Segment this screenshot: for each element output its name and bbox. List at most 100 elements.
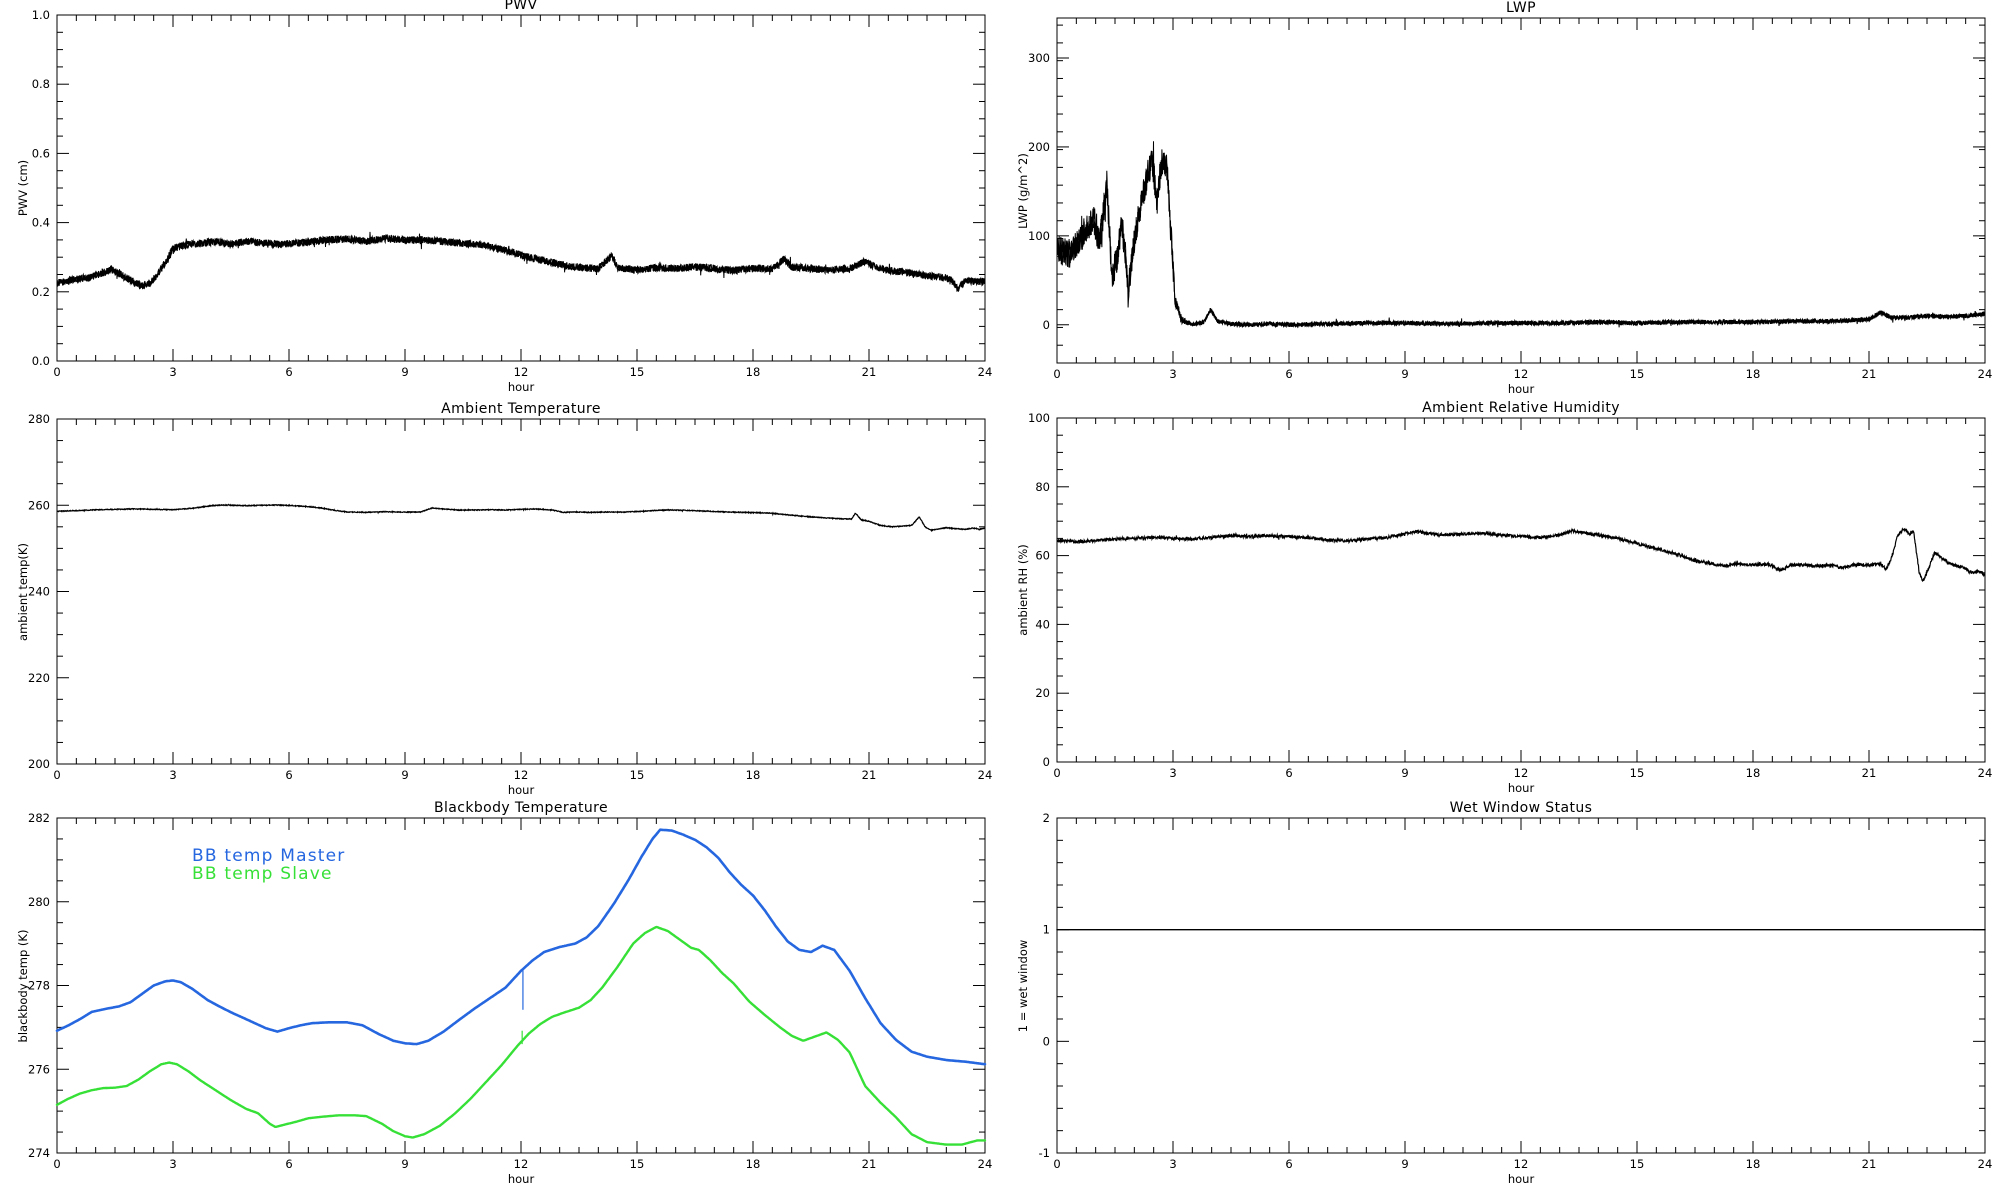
svg-text:12: 12 — [1514, 1157, 1529, 1171]
svg-text:18: 18 — [746, 365, 761, 379]
svg-text:200: 200 — [28, 757, 50, 771]
svg-text:80: 80 — [1035, 480, 1050, 494]
plot-ambient-rh-title: Ambient Relative Humidity — [1422, 400, 1620, 416]
svg-text:21: 21 — [862, 365, 877, 379]
plot-wet-window-xlabel: hour — [1507, 1172, 1535, 1186]
svg-text:24: 24 — [978, 365, 993, 379]
legend-bb-temp-master: BB temp Master — [192, 846, 346, 866]
svg-text:24: 24 — [1978, 1157, 1993, 1171]
svg-text:24: 24 — [1978, 766, 1993, 780]
svg-text:24: 24 — [1978, 367, 1993, 381]
svg-text:300: 300 — [1028, 51, 1050, 65]
svg-text:0: 0 — [53, 365, 60, 379]
svg-text:0: 0 — [1043, 1034, 1050, 1048]
legend-bb-temp-slave: BB temp Slave — [192, 864, 333, 884]
svg-text:15: 15 — [630, 365, 645, 379]
svg-text:21: 21 — [1862, 1157, 1877, 1171]
svg-text:0: 0 — [53, 1157, 60, 1171]
plot-lwp-title: LWP — [1506, 0, 1536, 16]
svg-text:240: 240 — [28, 585, 50, 599]
svg-text:9: 9 — [401, 1157, 408, 1171]
svg-text:15: 15 — [1630, 1157, 1645, 1171]
svg-text:24: 24 — [978, 768, 993, 782]
plot-lwp-ylabel: LWP (g/m^2) — [1016, 152, 1030, 229]
plot-wet-window-ylabel: 1 = wet window — [1016, 939, 1030, 1032]
plot-ambient-rh-xlabel: hour — [1507, 781, 1535, 795]
svg-text:6: 6 — [285, 768, 292, 782]
svg-text:60: 60 — [1035, 549, 1050, 563]
svg-text:18: 18 — [746, 768, 761, 782]
svg-text:12: 12 — [1514, 766, 1529, 780]
plot-pwv-ylabel: PWV (cm) — [16, 159, 30, 217]
svg-text:21: 21 — [1862, 766, 1877, 780]
svg-text:9: 9 — [401, 365, 408, 379]
svg-text:0.2: 0.2 — [32, 285, 50, 299]
svg-text:0: 0 — [1053, 1157, 1060, 1171]
svg-text:15: 15 — [1630, 766, 1645, 780]
svg-text:-1: -1 — [1039, 1146, 1050, 1160]
svg-text:260: 260 — [28, 498, 50, 512]
svg-text:0: 0 — [1043, 755, 1050, 769]
svg-text:21: 21 — [862, 768, 877, 782]
svg-text:15: 15 — [1630, 367, 1645, 381]
plot-pwv-title: PWV — [504, 0, 538, 13]
svg-text:0: 0 — [53, 768, 60, 782]
svg-text:276: 276 — [28, 1062, 50, 1076]
plot-blackbody-title: Blackbody Temperature — [433, 800, 609, 816]
svg-text:18: 18 — [1746, 1157, 1761, 1171]
svg-text:0.4: 0.4 — [32, 216, 50, 230]
svg-text:0: 0 — [1043, 318, 1050, 332]
svg-text:220: 220 — [28, 671, 50, 685]
svg-text:15: 15 — [630, 768, 645, 782]
svg-text:0.0: 0.0 — [32, 354, 50, 368]
svg-text:12: 12 — [514, 1157, 529, 1171]
svg-text:9: 9 — [1401, 367, 1408, 381]
svg-text:24: 24 — [978, 1157, 993, 1171]
svg-text:6: 6 — [285, 365, 292, 379]
plot-ambient-temp-title: Ambient Temperature — [441, 401, 601, 417]
svg-text:3: 3 — [169, 1157, 176, 1171]
plot-ambient-rh-ylabel: ambient RH (%) — [1016, 544, 1030, 636]
svg-text:100: 100 — [1028, 229, 1050, 243]
svg-text:3: 3 — [1169, 1157, 1176, 1171]
svg-text:12: 12 — [514, 365, 529, 379]
svg-text:6: 6 — [285, 1157, 292, 1171]
svg-text:40: 40 — [1035, 617, 1050, 631]
plot-ambient-temp-xlabel: hour — [507, 783, 535, 797]
svg-text:1: 1 — [1043, 923, 1050, 937]
plot-wet-window-title: Wet Window Status — [1449, 800, 1593, 816]
svg-text:6: 6 — [1285, 766, 1292, 780]
svg-text:9: 9 — [1401, 766, 1408, 780]
svg-text:18: 18 — [1746, 766, 1761, 780]
svg-text:12: 12 — [514, 768, 529, 782]
svg-text:3: 3 — [1169, 766, 1176, 780]
svg-text:21: 21 — [862, 1157, 877, 1171]
svg-text:0.8: 0.8 — [32, 77, 50, 91]
svg-text:9: 9 — [401, 768, 408, 782]
svg-text:21: 21 — [1862, 367, 1877, 381]
svg-text:0: 0 — [1053, 367, 1060, 381]
svg-text:280: 280 — [28, 895, 50, 909]
svg-text:274: 274 — [28, 1146, 50, 1160]
svg-text:278: 278 — [28, 979, 50, 993]
svg-text:0.6: 0.6 — [32, 146, 50, 160]
svg-text:100: 100 — [1028, 411, 1050, 425]
plot-blackbody-ylabel: blackbody temp (K) — [16, 929, 30, 1042]
plot-lwp-xlabel: hour — [1507, 382, 1535, 396]
svg-text:280: 280 — [28, 412, 50, 426]
svg-text:3: 3 — [169, 365, 176, 379]
svg-text:200: 200 — [1028, 140, 1050, 154]
svg-text:1.0: 1.0 — [32, 8, 50, 22]
plot-blackbody-xlabel: hour — [507, 1172, 535, 1186]
svg-text:2: 2 — [1043, 811, 1050, 825]
svg-text:15: 15 — [630, 1157, 645, 1171]
svg-text:9: 9 — [1401, 1157, 1408, 1171]
svg-text:6: 6 — [1285, 367, 1292, 381]
plot-ambient-temp-ylabel: ambient temp(K) — [16, 542, 30, 641]
svg-text:3: 3 — [1169, 367, 1176, 381]
svg-text:282: 282 — [28, 811, 50, 825]
svg-text:18: 18 — [746, 1157, 761, 1171]
svg-text:12: 12 — [1514, 367, 1529, 381]
